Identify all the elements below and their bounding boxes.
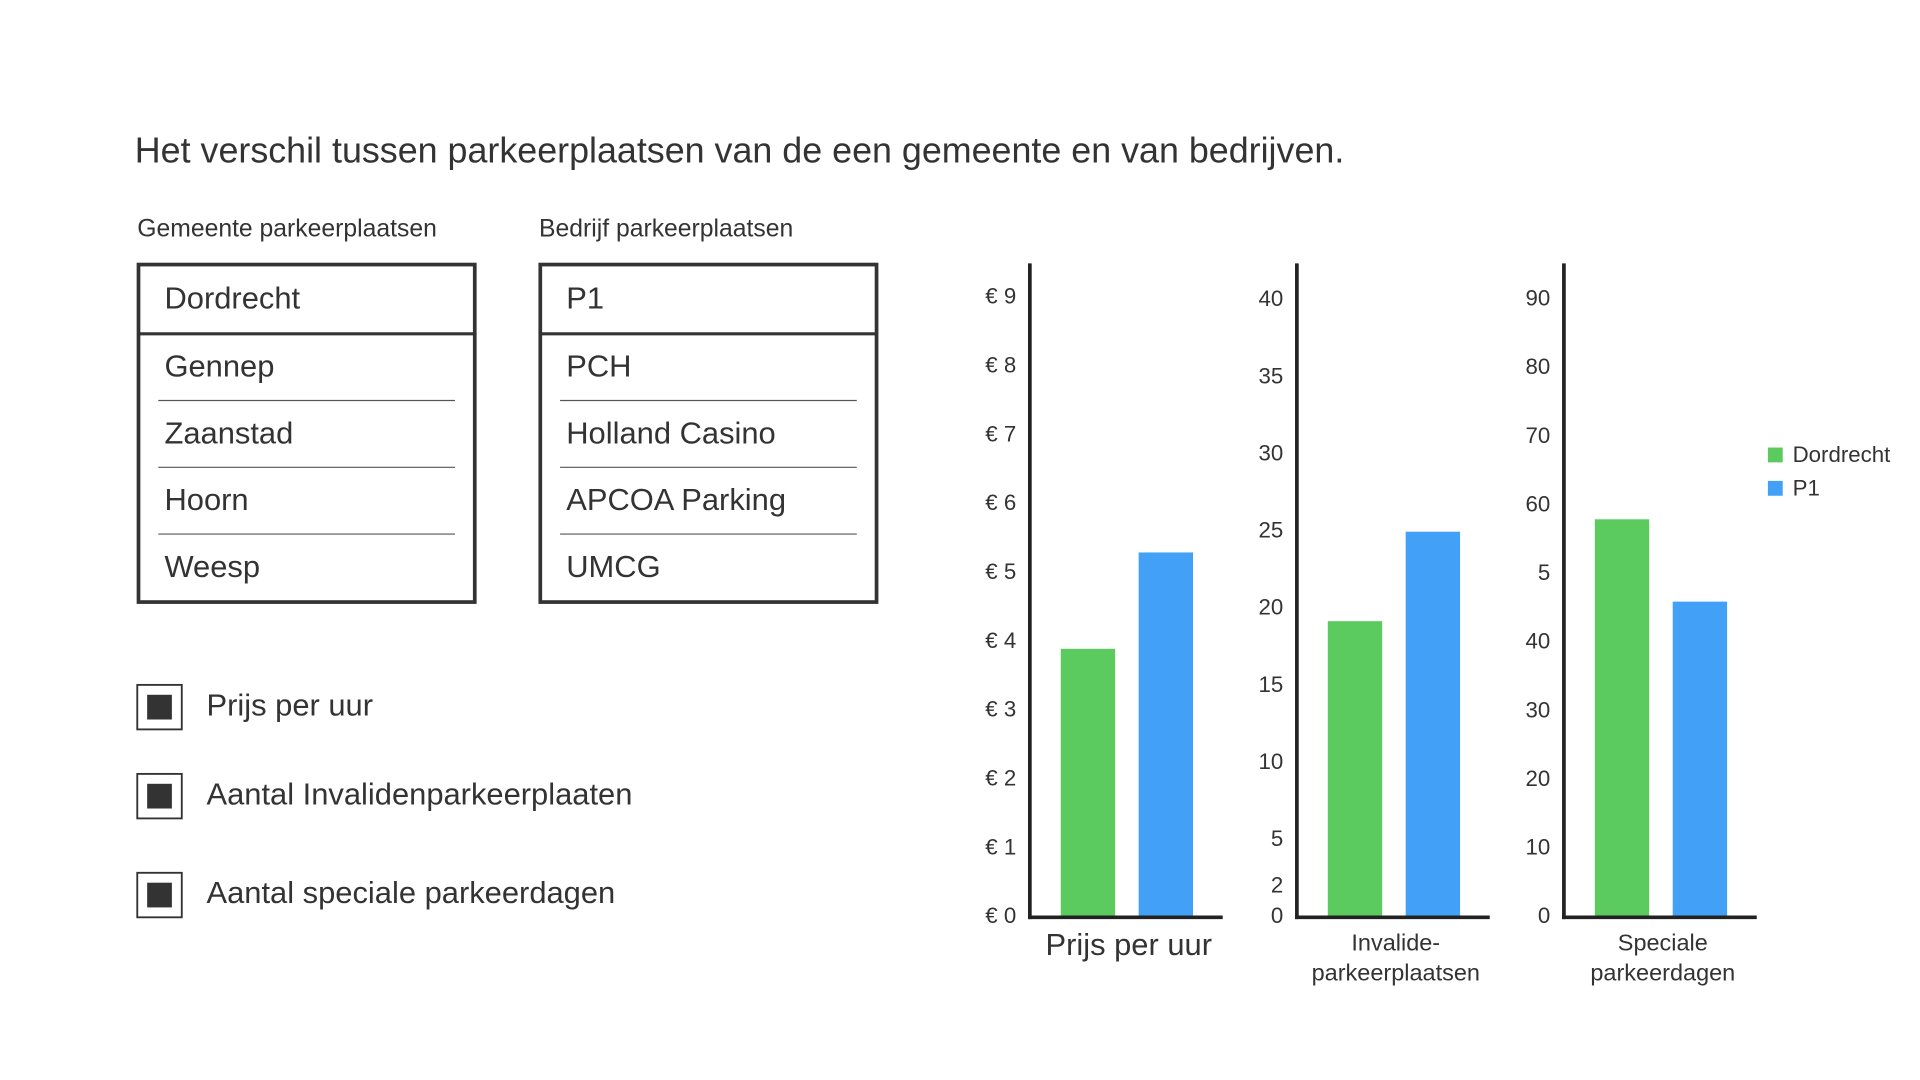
x-axis-label: Invalide- [1351, 930, 1440, 956]
bar [1327, 621, 1383, 918]
legend-swatch [1767, 480, 1783, 496]
x-axis-label: Prijs per uur [1045, 927, 1212, 962]
list-box [538, 262, 879, 604]
checkbox-check [147, 694, 172, 720]
bar [1594, 519, 1650, 918]
y-tick-label: 2 [1271, 872, 1283, 897]
list-item[interactable]: P1 [566, 281, 604, 316]
list-item[interactable]: Hoorn [164, 482, 248, 517]
y-tick-label: 5 [1271, 826, 1283, 851]
list-item[interactable]: Weesp [164, 549, 260, 584]
list-label: Bedrijf parkeerplaatsen [539, 215, 793, 242]
y-tick-label: 70 [1526, 423, 1551, 448]
y-tick-label: 15 [1259, 672, 1284, 697]
y-tick-label: 0 [1538, 903, 1550, 928]
y-tick-label: € 4 [985, 628, 1016, 653]
bar [1672, 601, 1728, 918]
legend-swatch [1767, 447, 1783, 463]
y-tick-label: 5 [1538, 560, 1550, 585]
y-tick-label: 40 [1526, 629, 1551, 654]
page-title: Het verschil tussen parkeerplaatsen van … [135, 131, 1344, 171]
x-axis-label: Speciale [1618, 930, 1708, 956]
checkbox-check [147, 882, 172, 908]
y-tick-label: € 5 [985, 559, 1016, 584]
y-tick-label: € 0 [985, 903, 1016, 928]
list-item[interactable]: APCOA Parking [566, 482, 786, 517]
bar [1060, 648, 1116, 918]
legend-label: P1 [1793, 475, 1820, 500]
y-tick-label: 10 [1259, 749, 1284, 774]
y-tick-label: 0 [1271, 903, 1283, 928]
y-tick-label: € 3 [985, 697, 1016, 722]
y-tick-label: € 8 [985, 352, 1016, 377]
y-tick-label: 90 [1526, 286, 1551, 311]
list-item[interactable]: Zaanstad [164, 415, 293, 450]
y-tick-label: 35 [1259, 363, 1284, 388]
checkbox-label[interactable]: Prijs per uur [206, 687, 373, 722]
list-label: Gemeente parkeerplaatsen [137, 215, 437, 242]
list-box [136, 262, 477, 604]
checkbox-check [147, 783, 172, 809]
y-tick-label: 10 [1526, 835, 1551, 860]
list-item[interactable]: Dordrecht [164, 281, 300, 316]
list-item[interactable]: UMCG [566, 549, 660, 584]
y-tick-label: € 7 [985, 421, 1016, 446]
y-tick-label: 80 [1526, 354, 1551, 379]
bar [1405, 531, 1461, 918]
x-axis-label: parkeerdagen [1590, 959, 1735, 985]
y-tick-label: 25 [1259, 518, 1284, 543]
y-tick-label: 30 [1526, 697, 1551, 722]
y-tick-label: € 1 [985, 834, 1016, 859]
x-axis-label: parkeerplaatsen [1312, 959, 1480, 985]
y-tick-label: € 2 [985, 766, 1016, 791]
y-tick-label: 20 [1526, 766, 1551, 791]
list-item[interactable]: PCH [566, 349, 631, 384]
legend-label: Dordrecht [1793, 442, 1892, 467]
y-tick-label: 20 [1259, 595, 1284, 620]
list-item[interactable]: Holland Casino [566, 415, 776, 450]
y-tick-label: € 6 [985, 490, 1016, 515]
checkbox-label[interactable]: Aantal speciale parkeerdagen [206, 875, 615, 910]
y-tick-label: 30 [1259, 440, 1284, 465]
checkbox-label[interactable]: Aantal Invalidenparkeerplaaten [206, 776, 632, 811]
y-tick-label: 60 [1526, 491, 1551, 516]
y-tick-label: 40 [1259, 286, 1284, 311]
y-tick-label: € 9 [985, 284, 1016, 309]
bar [1138, 552, 1194, 918]
list-item[interactable]: Gennep [164, 349, 274, 384]
